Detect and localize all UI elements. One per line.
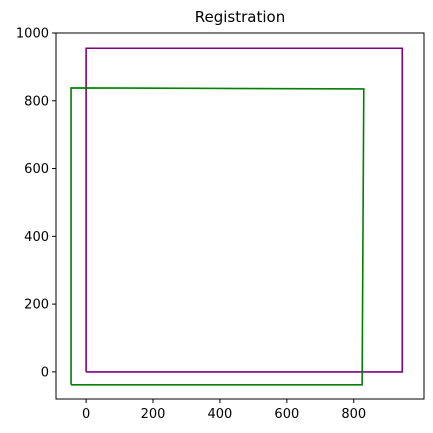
x-tick-label-1: 200 (141, 407, 166, 422)
series-line-1 (85, 47, 404, 373)
ticks-layer: 0 200 400 600 800 0 200 400 600 800 1000 (16, 27, 366, 423)
chart-title: Registration (195, 8, 285, 26)
x-tick-label-4: 800 (341, 407, 366, 422)
x-tick-label-2: 400 (208, 407, 233, 422)
y-tick-label-2: 400 (24, 230, 49, 245)
x-tick-label-0: 0 (82, 407, 90, 422)
series-layer (70, 47, 404, 386)
x-tick-label-3: 600 (274, 407, 299, 422)
y-tick-label-0: 0 (41, 365, 49, 380)
y-tick-label-1: 200 (24, 298, 49, 313)
plot-frame (55, 32, 425, 400)
y-tick-label-3: 600 (24, 162, 49, 177)
series-line-2 (70, 87, 365, 386)
y-tick-label-5: 1000 (16, 27, 49, 42)
y-tick-label-4: 800 (24, 94, 49, 109)
